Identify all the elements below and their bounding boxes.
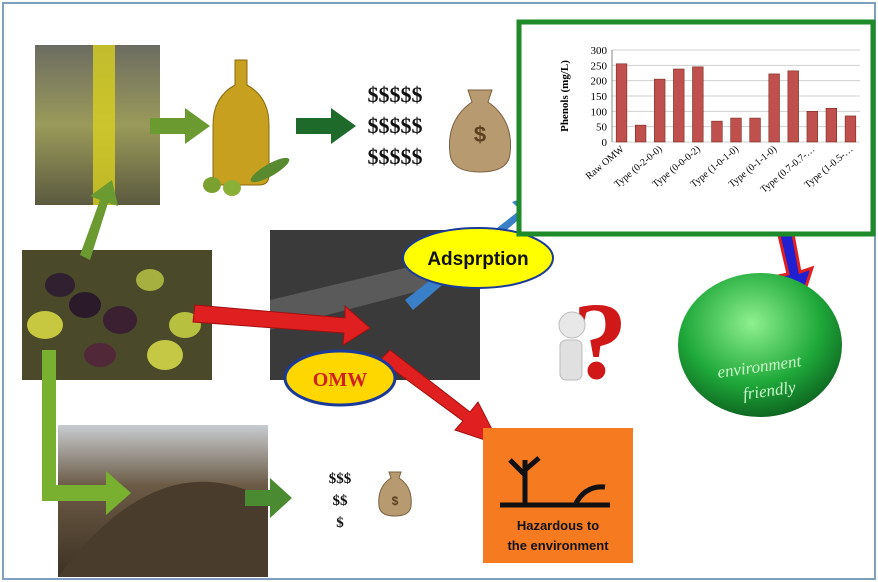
bag-symbol: $ [392, 494, 399, 508]
y-tick-label: 50 [596, 122, 608, 134]
question-mark: ? [573, 280, 628, 402]
bar [635, 125, 646, 142]
adsorption-label: Adsprption [427, 249, 528, 270]
hazard-label: Hazardous to [517, 518, 599, 533]
y-tick-label: 100 [591, 106, 608, 118]
revenue-high: $$$$$ [368, 82, 423, 107]
y-tick-label: 200 [591, 76, 608, 88]
bag-symbol: $ [474, 122, 486, 147]
bar [712, 121, 723, 142]
y-axis-title: Phenols (mg/L) [559, 60, 571, 132]
bar [673, 69, 684, 142]
bar [826, 108, 837, 142]
revenue-low: $$$ [329, 471, 352, 487]
omw-label: OMW [313, 369, 367, 391]
bar [693, 67, 704, 142]
revenue-high: $$$$$ [368, 113, 423, 138]
bar [731, 118, 742, 142]
y-tick-label: 0 [602, 137, 608, 149]
bar [807, 111, 818, 142]
bar [654, 79, 665, 142]
bar [845, 116, 856, 142]
bar [750, 118, 761, 142]
revenue-high: $$$$$ [368, 144, 423, 169]
bar [788, 71, 799, 142]
graphical-abstract: $ $ Adsprption OMW ? environment friendl… [0, 0, 878, 582]
figure-body [560, 340, 582, 380]
y-tick-label: 300 [591, 45, 608, 57]
revenue-low: $$ [333, 493, 349, 509]
figure-head [559, 312, 585, 338]
bar [769, 74, 780, 142]
revenue-low: $ [336, 515, 344, 531]
y-tick-label: 150 [591, 91, 608, 103]
page: $ $ Adsprption OMW ? environment friendl… [0, 0, 878, 582]
bar [616, 64, 627, 142]
hazard-label: the environment [507, 538, 609, 553]
y-tick-label: 250 [591, 60, 608, 72]
